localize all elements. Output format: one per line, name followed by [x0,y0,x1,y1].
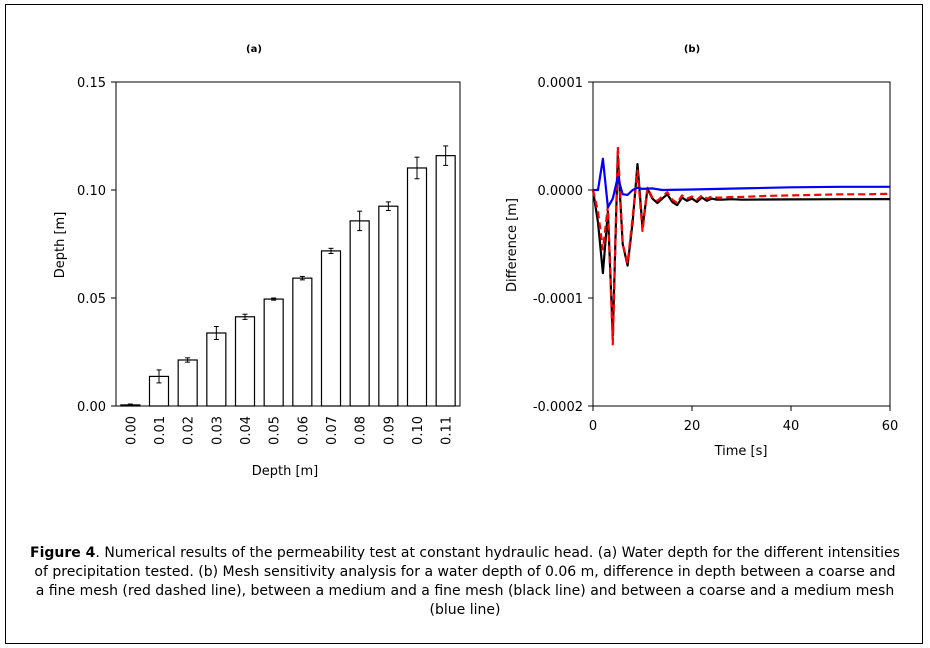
chart-b-plot-frame [592,81,891,407]
chart-a-bar [435,155,456,407]
chart-a-x-tick-label: 0.01 [153,416,168,445]
chart-a-x-axis-label: Depth [m] [252,464,319,479]
chart-a-bar [177,359,198,407]
chart-a-bar [292,277,313,407]
chart-b-y-axis-label: Difference [m] [505,198,520,292]
chart-a-x-tick-label: 0.00 [124,416,139,445]
chart-a-bar [263,298,284,407]
chart-a-bar [349,220,370,407]
chart-a-x-tick-label: 0.11 [440,416,455,445]
chart-a-x-tick-label: 0.09 [382,416,397,445]
chart-b-series-line-3 [593,157,890,209]
chart-b-y-tick-label: -0.0002 [533,400,583,415]
chart-b-x-axis-label: Time [s] [714,444,768,459]
figure-frame [5,4,923,644]
chart-b-line-chart: (b) Difference [m] Time [s] 0.0001 0.0000… [505,44,898,459]
chart-a-x-tick-label: 0.04 [239,416,254,445]
chart-b-y-tick-label: -0.0001 [533,292,583,307]
chart-b-x-tick-label: 0 [589,419,597,434]
chart-a-x-tick-label: 0.03 [210,416,225,445]
chart-a-bar-chart: (a) Depth [m] Depth [m] 0.00 0.05 0.10 0.15… [53,44,461,479]
figure-charts: (a) Depth [m] Depth [m] 0.00 0.05 0.10 0.15… [53,44,898,479]
chart-a-y-tick-label: 0.00 [77,400,106,415]
chart-a-bar [234,316,256,407]
chart-a-bar [206,332,227,407]
chart-b-y-tick-label: 0.0001 [538,76,584,91]
chart-b-title: (b) [684,44,700,55]
caption-text: . Numerical results of the permeability … [34,545,900,618]
chart-a-bar [320,250,342,407]
chart-a-bar [406,167,428,407]
chart-b-x-tick-label: 40 [783,419,800,434]
chart-a-plot-frame [115,81,461,407]
chart-a-title: (a) [246,44,262,55]
chart-a-x-tick-label: 0.06 [296,416,311,445]
chart-a-y-tick-label: 0.15 [77,76,106,91]
chart-b-series-line-2 [591,145,891,346]
chart-a-y-tick-label: 0.10 [77,184,106,199]
chart-a-y-tick-label: 0.05 [77,292,106,307]
caption-label: Figure 4 [30,545,96,561]
chart-a-y-axis-label: Depth [m] [53,212,68,279]
chart-b-x-tick-label: 60 [882,419,899,434]
chart-a-x-tick-label: 0.08 [354,416,369,445]
chart-a-bar [378,205,399,407]
chart-b-x-tick-label: 20 [684,419,701,434]
chart-a-x-tick-label: 0.05 [268,416,283,445]
chart-a-x-tick-label: 0.02 [182,416,197,445]
chart-a-x-tick-label: 0.07 [325,416,340,445]
chart-b-y-tick-label: 0.0000 [538,184,584,199]
chart-a-x-tick-label: 0.10 [411,416,426,445]
figure-caption: Figure 4. Numerical results of the perme… [30,544,900,620]
